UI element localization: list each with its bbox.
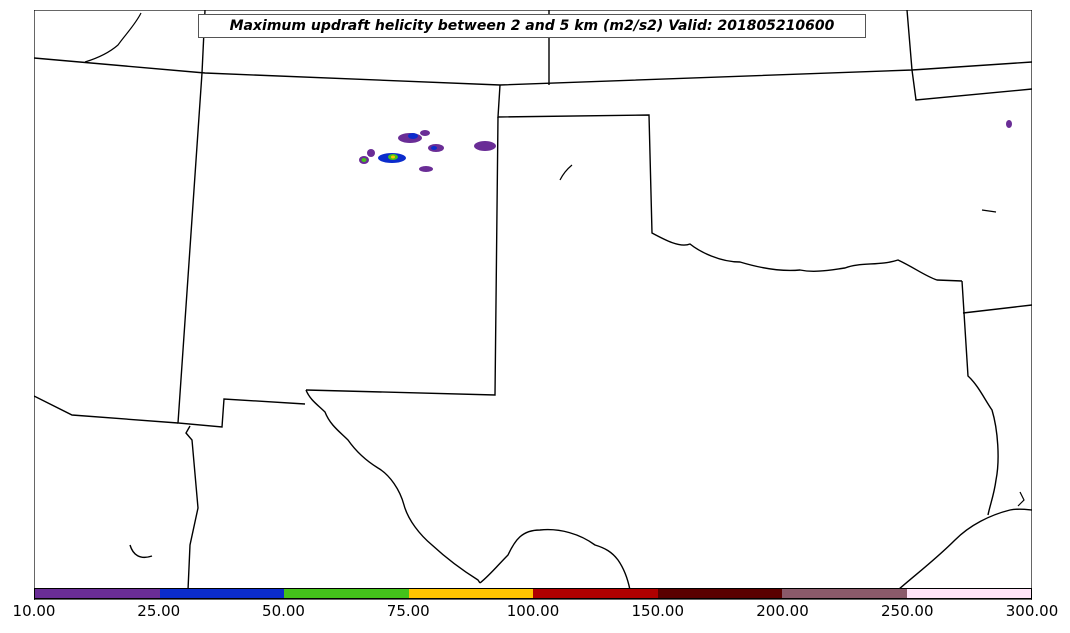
border-arizona-south — [34, 395, 179, 424]
border-texas-rio-grande — [479, 528, 631, 591]
lake-northwest — [84, 12, 142, 63]
colorbar-segment-5 — [533, 589, 658, 598]
cell-5-core — [361, 158, 367, 162]
colorbar-segment-6 — [657, 589, 782, 598]
colorbar-tick-label: 300.00 — [1005, 602, 1059, 620]
colorbar-tick-label: 200.00 — [756, 602, 809, 620]
lake-colorado — [559, 164, 573, 181]
cell-7 — [419, 166, 433, 172]
border-northeast — [906, 10, 1032, 101]
colorbar-segment-4 — [408, 589, 533, 598]
cell-6 — [367, 149, 375, 157]
colorbar-tick-label: 10.00 — [12, 602, 56, 620]
colorbar — [34, 588, 1032, 599]
colorbar-segment-7 — [782, 589, 907, 598]
lake-gulf — [1017, 491, 1025, 507]
border-oklahoma — [497, 84, 963, 282]
border-new-mexico — [177, 72, 306, 428]
border-texas-east — [961, 280, 999, 516]
border-mexico-west — [185, 425, 199, 591]
coast-gulf — [897, 508, 1032, 591]
lake-west — [129, 544, 153, 559]
map-title: Maximum updraft helicity between 2 and 5… — [198, 14, 866, 38]
map-panel — [34, 10, 1032, 600]
cell-1-core — [408, 133, 418, 139]
colorbar-tick-label: 150.00 — [631, 602, 685, 620]
colorbar-tick-label: 250.00 — [881, 602, 934, 620]
colorbar-segment-2 — [159, 589, 284, 598]
border-east-2 — [962, 304, 1032, 314]
colorbar-tick-label: 25.00 — [137, 602, 181, 620]
lake-east — [981, 209, 997, 213]
map-canvas — [34, 10, 1032, 600]
cell-4-max — [391, 155, 395, 159]
border-texas-west — [305, 389, 481, 584]
cell-8 — [474, 141, 496, 151]
colorbar-tick-label: 50.00 — [262, 602, 305, 620]
cell-3-core — [431, 146, 437, 150]
cell-2 — [420, 130, 430, 136]
colorbar-tick-label: 75.00 — [386, 602, 430, 620]
colorbar-segment-3 — [284, 589, 409, 598]
cell-9 — [1006, 120, 1012, 128]
map-border — [34, 10, 1032, 600]
colorbar-tick-label: 100.00 — [506, 602, 560, 620]
lakes — [84, 12, 1025, 507]
state-boundaries — [34, 10, 1032, 591]
helicity-cells — [359, 120, 1012, 172]
colorbar-segment-8 — [906, 589, 1031, 598]
colorbar-segment-1 — [35, 589, 160, 598]
border-texas-panhandle — [305, 116, 499, 396]
